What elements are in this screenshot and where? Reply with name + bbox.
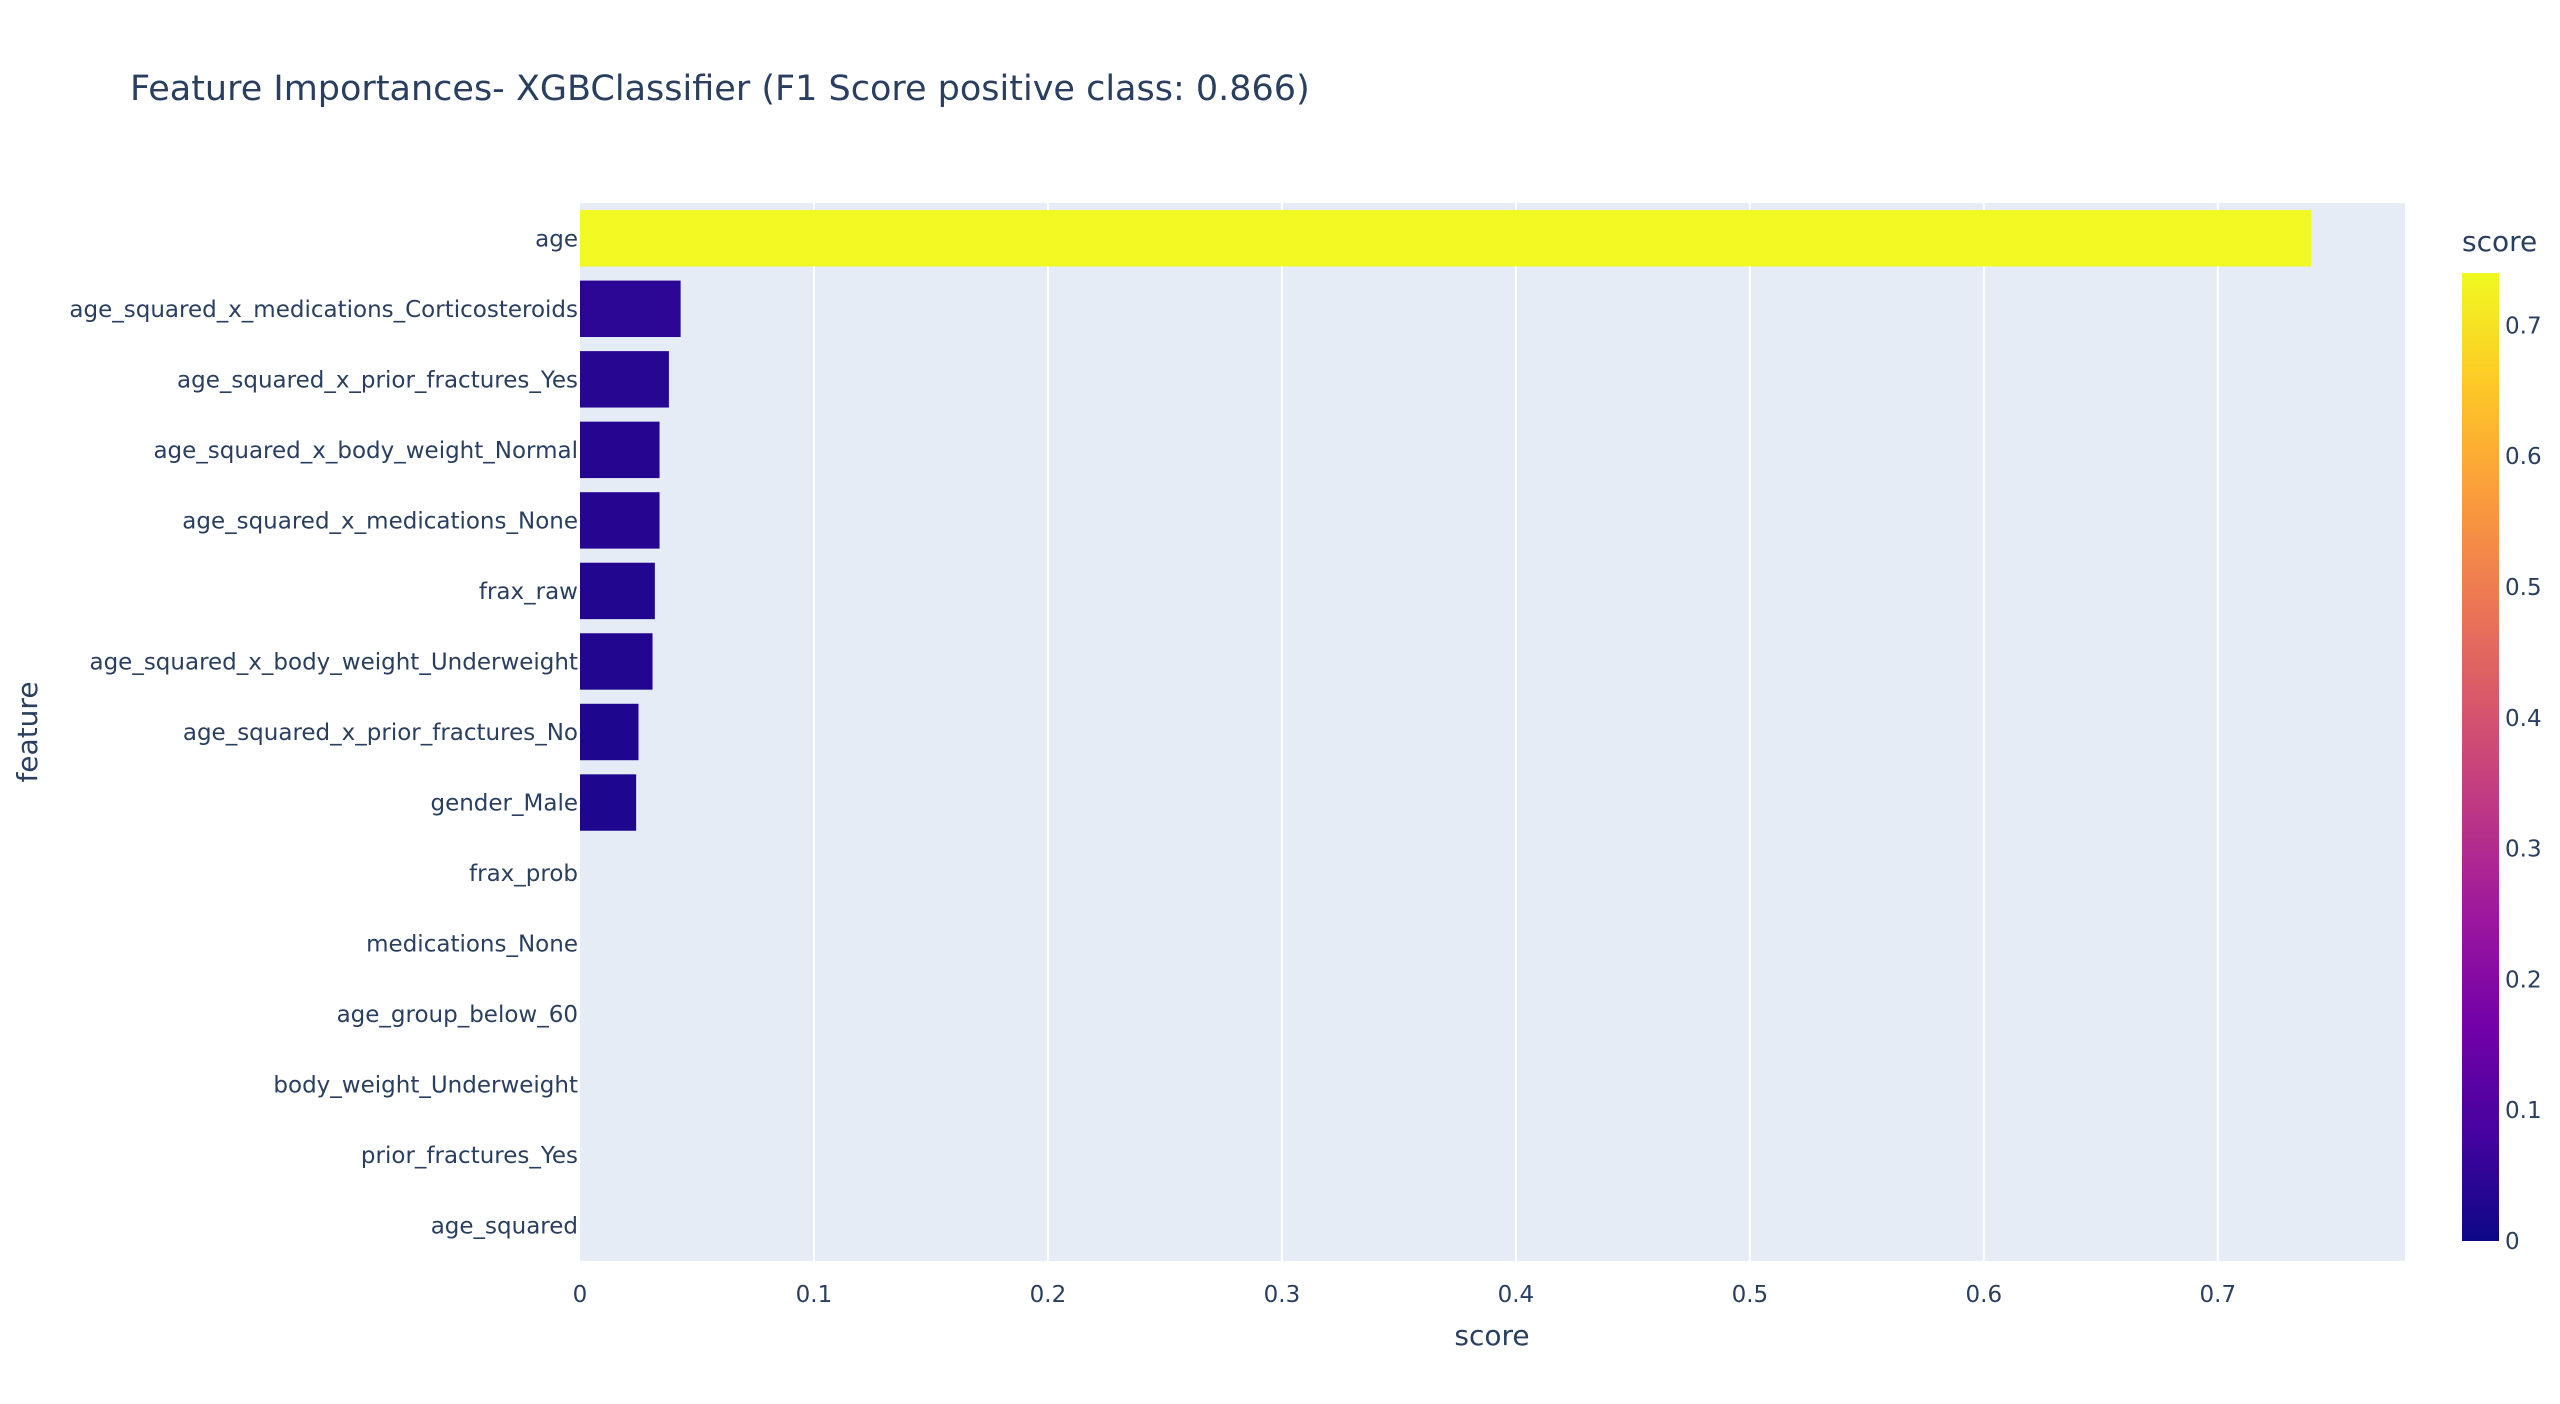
x-tick-label: 0.7 (2200, 1282, 2237, 1308)
colorbar-tick-label: 0.7 (2505, 313, 2542, 339)
y-tick-label: age_group_below_60 (337, 1002, 578, 1028)
x-tick-label: 0.2 (1030, 1282, 1067, 1308)
x-tick-labels: 0 0.1 0.2 0.3 0.4 0.5 0.6 0.7 (573, 1282, 2236, 1308)
y-tick-label: age_squared_x_medications_None (182, 508, 578, 534)
bar[interactable] (580, 421, 660, 479)
plot-area (580, 203, 2405, 1261)
y-tick-labels: age age_squared_x_medications_Corticoster… (69, 226, 578, 1239)
bars (580, 210, 2312, 831)
y-tick-label: prior_fractures_Yes (361, 1143, 578, 1169)
x-gridlines (812, 203, 2219, 1261)
y-tick-label: frax_prob (469, 861, 578, 887)
colorbar (2462, 273, 2499, 1241)
y-tick-label: age_squared_x_prior_fractures_Yes (177, 367, 578, 393)
bar[interactable] (580, 351, 669, 408)
bar[interactable] (580, 703, 639, 761)
y-tick-label: age_squared (431, 1214, 578, 1240)
y-tick-label: age_squared_x_body_weight_Normal (153, 438, 578, 464)
y-tick-label: age_squared_x_body_weight_Underweight (89, 649, 578, 675)
y-axis-title: feature (11, 681, 44, 782)
bar[interactable] (580, 280, 681, 338)
colorbar-tick-label: 0.2 (2505, 967, 2542, 993)
y-tick-label: gender_Male (430, 791, 578, 817)
colorbar-tick-label: 0.1 (2505, 1098, 2542, 1124)
y-tick-label: medications_None (366, 932, 578, 958)
bar[interactable] (580, 210, 2312, 267)
y-tick-label: age_squared_x_prior_fractures_No (183, 720, 578, 746)
x-tick-label: 0.3 (1264, 1282, 1301, 1308)
colorbar-tick-labels: 0 0.1 0.2 0.3 0.4 0.5 0.6 0.7 (2505, 313, 2542, 1255)
chart-title: Feature Importances- XGBClassifier (F1 S… (130, 69, 1310, 109)
bar[interactable] (580, 774, 637, 831)
bar[interactable] (580, 492, 660, 549)
bar[interactable] (580, 633, 653, 690)
y-tick-label: age (535, 226, 578, 252)
x-tick-label: 0 (573, 1282, 588, 1308)
y-tick-label: age_squared_x_medications_Corticosteroid… (69, 297, 578, 323)
colorbar-tick-label: 0.4 (2505, 706, 2542, 732)
y-tick-label: frax_raw (479, 579, 578, 605)
x-tick-label: 0.4 (1498, 1282, 1535, 1308)
x-tick-label: 0.6 (1966, 1282, 2003, 1308)
colorbar-tick-label: 0.3 (2505, 837, 2542, 863)
colorbar-tick-label: 0.6 (2505, 444, 2542, 470)
bar[interactable] (580, 562, 655, 620)
colorbar-title: score (2462, 225, 2537, 258)
x-tick-label: 0.1 (796, 1282, 833, 1308)
x-axis-title: score (1454, 1319, 1529, 1352)
x-tick-label: 0.5 (1732, 1282, 1769, 1308)
colorbar-tick-label: 0.5 (2505, 575, 2542, 601)
colorbar-tick-label: 0 (2505, 1229, 2520, 1255)
y-tick-label: body_weight_Underweight (273, 1073, 578, 1099)
